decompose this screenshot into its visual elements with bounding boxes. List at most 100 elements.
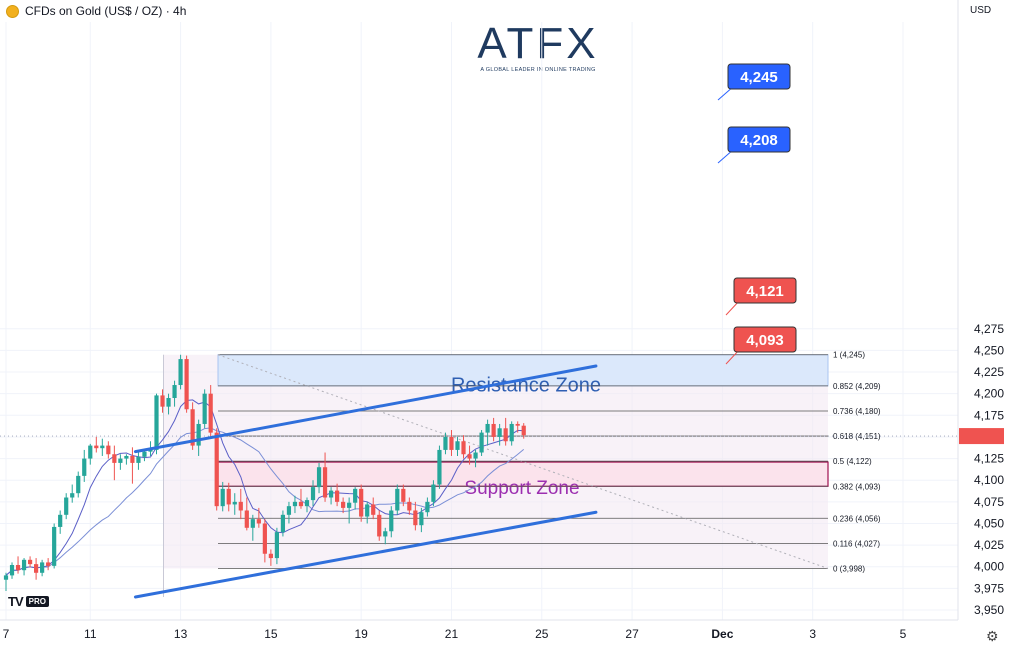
fib-left-edge [163, 354, 164, 598]
candle-body [455, 441, 460, 450]
candle-body [449, 436, 454, 450]
candle-body [371, 504, 376, 515]
candle-body [208, 393, 213, 433]
fib-label: 0.618 (4,151) [833, 432, 881, 441]
atfx-logo: ATFX A GLOBAL LEADER IN ONLINE TRADING [468, 19, 608, 74]
tradingview-logo[interactable]: TV PRO [8, 594, 49, 609]
candle-body [136, 456, 141, 463]
candle-body [328, 490, 334, 498]
candle-body [310, 487, 316, 501]
candle-body [46, 562, 51, 566]
time-tick-label: 21 [445, 627, 459, 641]
candle-body [15, 565, 21, 571]
price-tick-label: 4,200 [974, 387, 1004, 401]
candle-body [232, 501, 237, 505]
fib-label: 0 (3,998) [833, 564, 865, 573]
candle-body [383, 531, 388, 537]
candle-body [298, 501, 304, 507]
candle-body [437, 449, 442, 485]
fib-label: 1 (4,245) [833, 351, 865, 360]
time-tick-label: 5 [900, 627, 907, 641]
price-callout-label: 4,208 [740, 132, 778, 149]
time-tick-label: 11 [84, 627, 97, 641]
candle-body [503, 428, 508, 442]
candle-body [497, 428, 502, 437]
price-callout [733, 326, 797, 353]
pro-badge: PRO [25, 596, 49, 607]
price-callout-label: 4,093 [746, 332, 784, 349]
fib-label: 0.382 (4,093) [833, 482, 881, 491]
candle-body [166, 398, 171, 407]
time-tick-label: 7 [3, 627, 10, 641]
candle-body [9, 565, 15, 576]
price-callout-label: 4,245 [740, 69, 778, 86]
price-tick-label: 4,000 [974, 560, 1004, 574]
candle-body [443, 436, 448, 450]
candle-body [226, 488, 231, 505]
logo-brand: ATFX [477, 19, 599, 68]
candle-body [21, 559, 27, 571]
candle-body [413, 510, 418, 526]
gear-icon[interactable]: ⚙ [986, 628, 999, 644]
candle-body [3, 575, 9, 580]
candle-body [220, 488, 225, 507]
price-callout-label: 4,121 [746, 283, 784, 300]
time-tick-label: 19 [355, 627, 369, 641]
price-tick-label: 3,950 [974, 603, 1004, 617]
candle-body [292, 501, 298, 507]
price-tick-label: 4,025 [974, 538, 1004, 552]
tv-mark: TV [8, 594, 24, 609]
candle-body [274, 532, 279, 559]
candle-body [82, 458, 87, 476]
candle-body [359, 488, 364, 517]
candle-body [172, 385, 177, 399]
symbol-title[interactable]: CFDs on Gold (US$ / OZ) · 4h [25, 4, 187, 18]
time-tick-label: 27 [625, 627, 639, 641]
candle-body [365, 504, 370, 517]
candle-body [353, 488, 358, 503]
candle-body [178, 359, 183, 386]
candle-body [322, 467, 328, 498]
candle-body [250, 519, 255, 528]
price-tick-label: 4,250 [974, 343, 1004, 357]
candle-body [196, 423, 201, 446]
fib-label: 0.5 (4,122) [833, 457, 872, 466]
candle-body [280, 514, 286, 533]
channel-upper-line [133, 364, 598, 454]
channel-lower-line [133, 510, 598, 599]
logo-tagline: A GLOBAL LEADER IN ONLINE TRADING [480, 67, 596, 73]
candle-body [184, 359, 189, 410]
candle-body [130, 455, 135, 463]
candle-body [58, 514, 63, 527]
gold-coin-icon [6, 4, 19, 18]
candle-body [190, 409, 195, 446]
candle-body [341, 501, 346, 508]
time-tick-label: 15 [264, 627, 278, 641]
candle-body [142, 451, 147, 457]
chart-header: CFDs on Gold (US$ / OZ) · 4h [6, 4, 186, 18]
support-zone-label: Support Zone [464, 478, 579, 499]
time-tick-label: 3 [809, 627, 816, 641]
candle-body [160, 395, 165, 407]
candle-body [419, 512, 424, 526]
fib-label: 0.852 (4,209) [833, 382, 881, 391]
price-tick-label: 4,075 [974, 495, 1004, 509]
candle-body [256, 519, 261, 524]
fib-label: 0.236 (4,056) [833, 514, 881, 523]
candle-body [485, 423, 490, 433]
candle-body [268, 553, 273, 559]
candle-body [202, 393, 207, 424]
candle-body [461, 441, 466, 455]
candle-body [100, 445, 105, 449]
candle-body [154, 395, 159, 450]
candle-body [124, 455, 129, 459]
candle-body [76, 475, 81, 494]
currency-selector[interactable]: USD [970, 5, 992, 16]
candle-body [148, 449, 153, 452]
candle-body [467, 454, 472, 459]
candle-body [431, 484, 436, 502]
candle-body [335, 490, 340, 502]
candle-body [389, 510, 394, 532]
fib-label: 0.116 (4,027) [833, 539, 880, 548]
